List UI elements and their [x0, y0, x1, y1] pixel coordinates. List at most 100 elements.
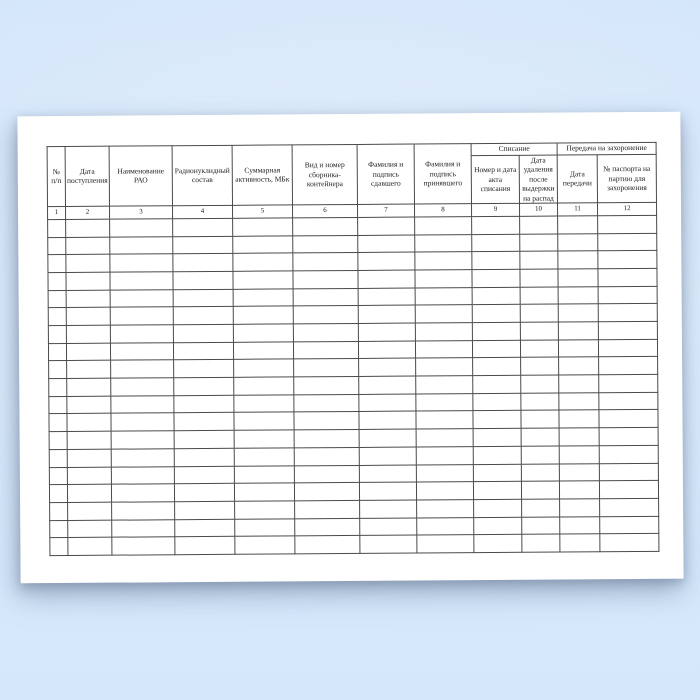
empty-cell	[65, 219, 110, 238]
empty-cell	[174, 483, 235, 502]
empty-cell	[358, 340, 416, 359]
empty-cell	[559, 427, 600, 446]
empty-cell	[172, 271, 234, 290]
empty-cell	[67, 537, 112, 556]
empty-cell	[359, 464, 417, 483]
empty-cell	[414, 234, 472, 253]
empty-cell	[357, 252, 415, 271]
empty-cell	[111, 448, 175, 467]
empty-cell	[558, 410, 600, 429]
empty-cell	[599, 533, 659, 552]
empty-cell	[521, 445, 560, 464]
empty-cell	[234, 483, 295, 502]
empty-cell	[234, 465, 295, 484]
empty-cell	[66, 325, 111, 344]
empty-cell	[558, 304, 599, 323]
empty-cell	[109, 253, 173, 273]
empty-cell	[597, 215, 657, 234]
col-number-7: 7	[357, 203, 415, 218]
empty-cell	[47, 237, 66, 255]
empty-cell	[48, 413, 68, 432]
empty-cell	[415, 340, 473, 359]
empty-cell	[65, 236, 110, 255]
empty-cell	[599, 480, 659, 499]
empty-cell	[293, 376, 359, 395]
empty-cell	[293, 288, 359, 307]
empty-cell	[520, 286, 559, 305]
empty-cell	[67, 448, 112, 467]
empty-cell	[599, 445, 659, 464]
empty-cell	[173, 342, 234, 361]
empty-cell	[66, 342, 111, 361]
col-number-2: 2	[65, 206, 110, 220]
col-header-radionuclide: Радионуклидный состав	[172, 145, 233, 206]
empty-cell	[232, 253, 293, 272]
col-header-writeoff-act: Номер и дата акта списания	[471, 155, 520, 204]
empty-cell	[473, 463, 522, 482]
empty-cell	[472, 375, 521, 394]
empty-cell	[415, 322, 473, 341]
empty-cell	[110, 360, 174, 379]
empty-cell	[47, 272, 67, 291]
empty-cell	[293, 394, 359, 413]
col-header-burial-passport: № паспорта на партию для захоронения	[597, 154, 657, 203]
col-number-4: 4	[172, 205, 233, 219]
empty-cell	[559, 516, 600, 535]
empty-cell	[234, 430, 295, 449]
empty-cell	[559, 480, 600, 499]
empty-cell	[49, 484, 68, 503]
empty-cell	[521, 516, 560, 535]
empty-cell	[521, 463, 560, 482]
empty-cell	[472, 357, 521, 376]
col-number-5: 5	[232, 204, 293, 219]
empty-cell	[66, 289, 111, 308]
empty-cell	[66, 360, 111, 379]
empty-cell	[172, 253, 233, 272]
empty-cell	[67, 519, 112, 538]
empty-cell	[293, 323, 359, 342]
empty-cell	[111, 536, 175, 556]
empty-cell	[559, 463, 600, 482]
empty-cell	[558, 374, 599, 393]
empty-cell	[66, 395, 111, 414]
empty-cell	[358, 411, 417, 430]
empty-cell	[49, 449, 68, 468]
empty-cell	[358, 393, 416, 412]
empty-cell	[598, 392, 658, 411]
empty-cell	[416, 517, 474, 536]
empty-cell	[473, 499, 522, 518]
empty-cell	[359, 535, 417, 554]
empty-cell	[414, 269, 473, 288]
empty-cell	[48, 307, 67, 326]
empty-cell	[49, 431, 68, 450]
empty-row	[49, 533, 659, 556]
empty-cell	[415, 375, 473, 394]
empty-cell	[598, 356, 658, 375]
empty-cell	[597, 232, 657, 252]
empty-cell	[173, 306, 234, 325]
col-number-10: 10	[519, 202, 558, 217]
empty-cell	[174, 448, 235, 467]
empty-cell	[233, 376, 294, 396]
group-header-transfer-for-burial: Передача на захоронение	[557, 142, 657, 156]
empty-cell	[473, 446, 522, 465]
empty-cell	[416, 534, 474, 553]
empty-cell	[519, 268, 559, 287]
empty-cell	[558, 392, 599, 411]
empty-cell	[415, 393, 473, 412]
empty-cell	[599, 515, 659, 535]
empty-cell	[416, 464, 474, 483]
empty-cell	[471, 269, 521, 288]
empty-cell	[472, 410, 522, 429]
empty-cell	[473, 481, 522, 500]
empty-cell	[233, 306, 294, 325]
empty-cell	[599, 462, 659, 481]
col-header-removal-date: Дата удаления после выдержки на распад	[519, 155, 558, 204]
empty-cell	[294, 447, 360, 466]
empty-cell	[519, 251, 558, 270]
empty-cell	[110, 342, 174, 361]
empty-cell	[599, 427, 659, 446]
col-header-receipt-date: Дата поступления	[65, 146, 110, 207]
col-header-rao-name: Наименование РАО	[109, 145, 173, 207]
col-header-total-activity: Суммарная активность, МБк	[232, 144, 293, 206]
